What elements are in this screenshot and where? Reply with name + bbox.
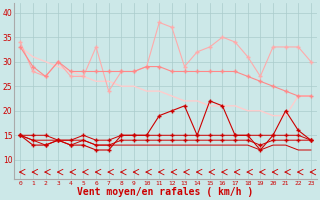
X-axis label: Vent moyen/en rafales ( km/h ): Vent moyen/en rafales ( km/h ) — [77, 187, 254, 197]
